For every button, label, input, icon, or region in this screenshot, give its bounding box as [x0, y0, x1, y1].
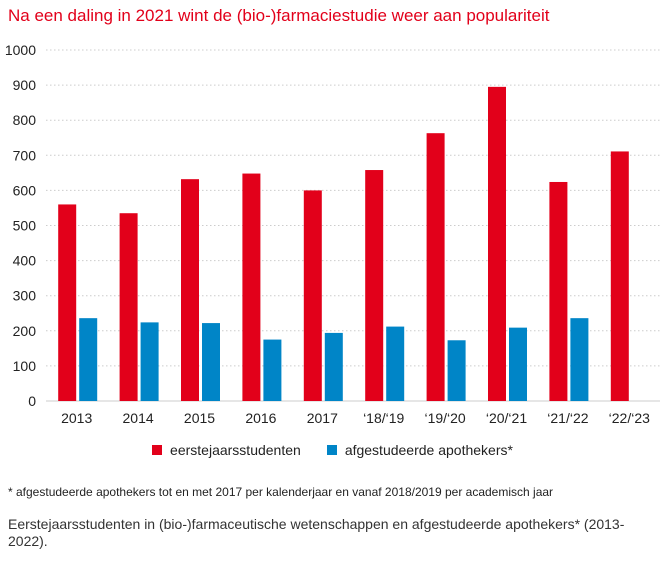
- legend-swatch-series1: [152, 445, 163, 455]
- bar-eerstejaarsstudenten: [303, 190, 322, 401]
- x-tick-label: ‘20/‘21: [486, 410, 527, 426]
- x-tick-label: 2017: [307, 410, 338, 426]
- y-tick-label: 500: [13, 218, 37, 234]
- footnote: * afgestudeerde apothekers tot en met 20…: [8, 485, 554, 499]
- legend-label-series1: eerstejaarsstudenten: [170, 442, 301, 458]
- x-tick-label: 2016: [245, 410, 276, 426]
- bars: [58, 86, 629, 401]
- grid-lines: [46, 49, 660, 402]
- x-tick-label: 2015: [184, 410, 215, 426]
- x-tick-label: ‘19/‘20: [424, 410, 465, 426]
- bar-afgestudeerde-apothekers: [263, 339, 282, 401]
- bar-afgestudeerde-apothekers: [570, 318, 589, 401]
- bar-afgestudeerde-apothekers: [140, 322, 159, 401]
- bar-eerstejaarsstudenten: [181, 179, 199, 401]
- y-tick-label: 800: [13, 112, 37, 128]
- bar-eerstejaarsstudenten: [549, 181, 568, 401]
- bar-afgestudeerde-apothekers: [79, 318, 98, 401]
- y-tick-label: 600: [13, 182, 37, 198]
- bar-afgestudeerde-apothekers: [447, 340, 466, 401]
- caption: Eerstejaarsstudenten in (bio-)farmaceuti…: [8, 516, 625, 549]
- legend-label-series2: afgestudeerde apothekers*: [344, 442, 513, 458]
- legend-item-series2: afgestudeerde apothekers*: [326, 442, 513, 458]
- x-axis-tick-labels: 2013 2014 2015 2016 2017 ‘18/‘19 ‘19/‘20 ‘20/‘2…: [61, 410, 650, 426]
- y-axis-tick-labels: 0 100 200 300 400 500 600 700 800 900 1000: [5, 42, 36, 409]
- y-tick-label: 900: [13, 77, 37, 93]
- legend-swatch-series2: [326, 445, 337, 455]
- x-tick-label: 2014: [123, 410, 154, 426]
- y-tick-label: 100: [13, 358, 37, 374]
- y-tick-label: 1000: [5, 42, 36, 58]
- bar-eerstejaarsstudenten: [242, 173, 261, 401]
- bar-eerstejaarsstudenten: [119, 213, 138, 401]
- y-tick-label: 400: [13, 253, 37, 269]
- bar-afgestudeerde-apothekers: [324, 332, 343, 401]
- bar-afgestudeerde-apothekers: [509, 327, 527, 401]
- y-tick-label: 300: [13, 288, 37, 304]
- bar-eerstejaarsstudenten: [610, 151, 629, 401]
- bar-eerstejaarsstudenten: [426, 133, 445, 401]
- x-tick-label: ‘18/‘19: [363, 410, 404, 426]
- bar-afgestudeerde-apothekers: [202, 323, 220, 401]
- y-tick-label: 0: [28, 393, 36, 409]
- legend: eerstejaarsstudenten afgestudeerde apoth…: [0, 442, 665, 458]
- chart-title: Na een daling in 2021 wint de (bio-)farm…: [8, 6, 550, 25]
- bar-eerstejaarsstudenten: [488, 86, 506, 401]
- y-tick-label: 200: [13, 323, 37, 339]
- bar-eerstejaarsstudenten: [365, 170, 384, 401]
- x-tick-label: 2013: [61, 410, 92, 426]
- bar-afgestudeerde-apothekers: [386, 326, 405, 401]
- bar-eerstejaarsstudenten: [58, 204, 77, 401]
- x-tick-label: ‘22/‘23: [609, 410, 650, 426]
- legend-item-series1: eerstejaarsstudenten: [152, 442, 301, 458]
- y-tick-label: 700: [13, 147, 37, 163]
- x-tick-label: ‘21/‘22: [547, 410, 588, 426]
